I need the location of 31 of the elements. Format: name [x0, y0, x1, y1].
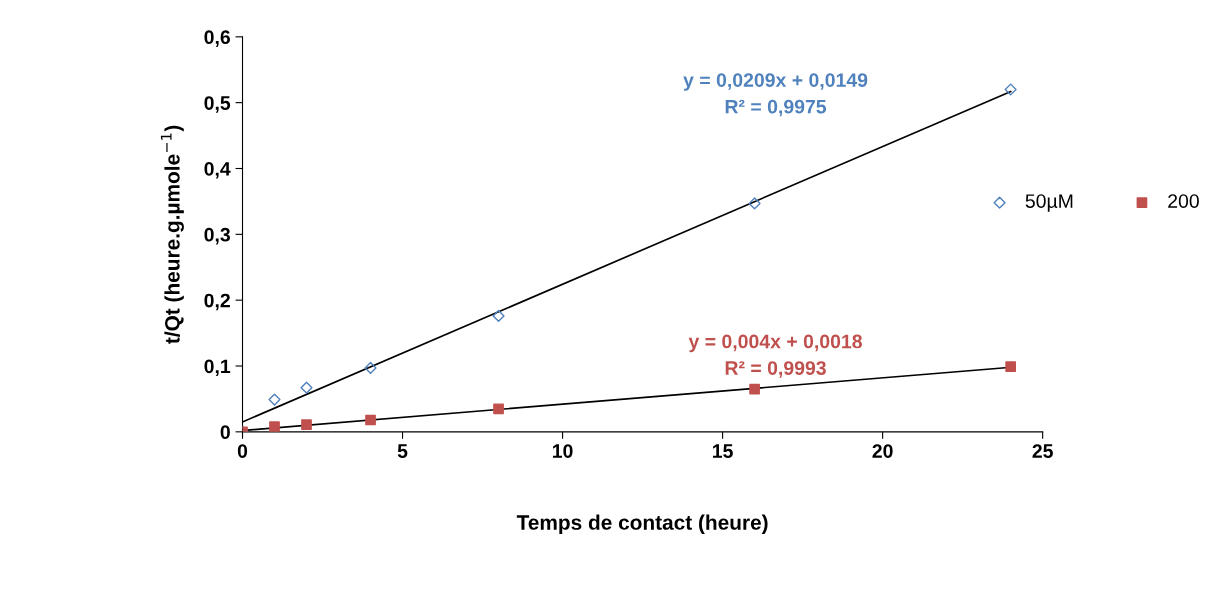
x-tick-label: 10 — [552, 444, 573, 458]
point — [364, 361, 377, 375]
y-tick-label: 0,2 — [204, 293, 230, 311]
legend-label: 200 — [1168, 194, 1199, 208]
x-tick-label: 20 — [872, 444, 893, 458]
annotation: y = 0,0209x + 0,0149 R² = 0,9975 — [683, 73, 868, 117]
point — [748, 197, 761, 210]
y-tick-label: 0,5 — [204, 96, 231, 113]
point — [365, 414, 376, 426]
y-tick-label: 0,4 — [204, 161, 231, 179]
point — [300, 381, 313, 394]
point — [493, 403, 504, 415]
y-tick-label: 0,3 — [204, 227, 230, 245]
y-tick-label: 0 — [220, 425, 230, 440]
legend-label: 50µM — [1025, 194, 1073, 212]
point — [492, 309, 505, 323]
x-tick-label: 0 — [237, 444, 248, 458]
point — [301, 419, 312, 430]
annotation: y = 0,004x + 0,0018 R² = 0,9993 — [688, 334, 862, 378]
x-tick-label: 25 — [1032, 444, 1053, 458]
point — [268, 393, 281, 406]
point — [269, 421, 280, 432]
point — [1004, 83, 1017, 96]
x-axis-title: Temps de contact (heure) — [516, 514, 768, 534]
y-tick-label: 0,6 — [204, 30, 230, 47]
x-tick-label: 15 — [713, 444, 733, 458]
x-tick-label: 5 — [397, 444, 408, 458]
point — [1005, 361, 1017, 373]
y-axis-title: t/Qt (heure.g.µmole$^{−1}$) — [160, 125, 184, 344]
point — [749, 383, 760, 395]
y-tick-label: 0,1 — [204, 359, 231, 377]
